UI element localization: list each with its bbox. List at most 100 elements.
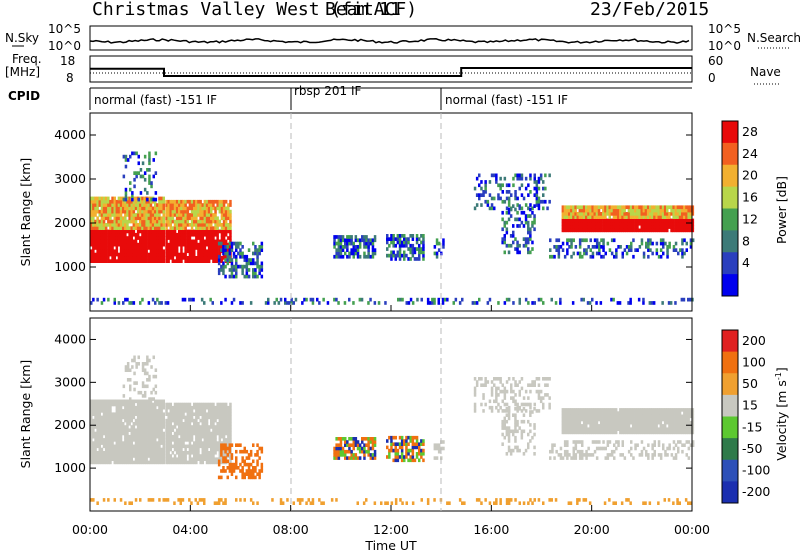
heatmap-cell bbox=[653, 215, 656, 219]
heatmap-cell bbox=[572, 221, 575, 226]
heatmap-cell bbox=[165, 441, 168, 445]
heatmap-cell bbox=[115, 206, 119, 211]
heatmap-cell bbox=[109, 219, 112, 224]
heatmap-cell bbox=[505, 419, 509, 424]
heatmap-cell bbox=[102, 229, 106, 234]
heatmap-cell bbox=[124, 194, 128, 199]
heatmap-cell bbox=[117, 444, 121, 449]
heatmap-cell bbox=[149, 229, 153, 234]
heatmap-cell bbox=[158, 457, 161, 461]
heatmap-cell bbox=[207, 409, 211, 413]
heatmap-cell bbox=[167, 412, 170, 416]
heatmap-cell bbox=[115, 232, 119, 237]
heatmap-cell bbox=[537, 196, 541, 201]
heatmap-cell bbox=[392, 237, 395, 241]
heatmap-cell bbox=[197, 422, 200, 426]
heatmap-cell bbox=[214, 418, 217, 423]
heatmap-cell bbox=[111, 434, 114, 439]
heatmap-cell bbox=[350, 449, 353, 454]
heatmap-cell bbox=[235, 264, 238, 269]
heatmap-cell bbox=[576, 420, 579, 425]
heatmap-cell bbox=[128, 242, 131, 247]
heatmap-cell bbox=[617, 205, 620, 210]
heatmap-cell bbox=[212, 409, 215, 413]
heatmap-cell bbox=[98, 226, 101, 230]
heatmap-cell bbox=[418, 237, 421, 241]
heatmap-cell bbox=[585, 218, 588, 223]
heatmap-cell bbox=[100, 206, 104, 211]
heatmap-cell bbox=[563, 215, 567, 219]
heatmap-cell bbox=[115, 412, 119, 416]
heatmap-cell bbox=[230, 472, 234, 476]
heatmap-cell bbox=[657, 218, 660, 223]
heatmap-cell bbox=[566, 449, 569, 454]
heatmap-cell bbox=[576, 424, 579, 428]
heatmap-cell bbox=[600, 254, 603, 259]
heatmap-cell bbox=[565, 430, 569, 435]
heatmap-cell bbox=[188, 402, 192, 407]
heatmap-cell bbox=[104, 457, 108, 461]
heatmap-cell bbox=[104, 203, 108, 207]
heatmap-cell bbox=[188, 256, 192, 260]
heatmap-cell bbox=[229, 209, 232, 214]
heatmap-cell bbox=[195, 229, 198, 234]
heatmap-cell bbox=[190, 431, 194, 436]
heatmap-cell bbox=[207, 425, 211, 429]
heatmap-cell bbox=[657, 225, 660, 229]
heatmap-cell bbox=[193, 259, 196, 263]
heatmap-cell bbox=[147, 236, 151, 240]
heatmap-cell bbox=[145, 447, 148, 452]
heatmap-cell bbox=[691, 205, 695, 210]
heatmap-cell bbox=[512, 429, 515, 434]
heatmap-cell bbox=[561, 221, 565, 226]
heatmap-cell bbox=[413, 250, 417, 255]
heatmap-cell bbox=[96, 434, 99, 439]
heatmap-cell bbox=[104, 236, 108, 240]
heatmap-cell bbox=[689, 218, 692, 223]
heatmap-cell bbox=[602, 408, 605, 412]
heatmap-cell bbox=[371, 437, 375, 441]
heatmap-cell bbox=[145, 246, 148, 250]
heatmap-cell bbox=[509, 207, 513, 212]
heatmap-cell bbox=[162, 256, 165, 260]
heatmap-cell bbox=[160, 242, 163, 247]
heatmap-cell bbox=[203, 223, 207, 227]
heatmap-cell bbox=[649, 414, 652, 419]
heatmap-cell bbox=[527, 250, 530, 255]
heatmap-cell bbox=[154, 428, 157, 432]
heatmap-cell bbox=[193, 239, 196, 244]
heatmap-cell bbox=[143, 438, 146, 442]
heatmap-cell bbox=[214, 460, 217, 465]
heatmap-cell bbox=[390, 240, 393, 245]
heatmap-cell bbox=[115, 213, 119, 217]
heatmap-cell bbox=[92, 203, 95, 207]
heatmap-cell bbox=[214, 457, 217, 461]
heatmap-cell bbox=[154, 171, 158, 175]
heatmap-cell bbox=[642, 424, 646, 428]
heatmap-cell bbox=[124, 431, 127, 436]
heatmap-cell bbox=[141, 209, 144, 214]
heatmap-cell bbox=[151, 242, 155, 247]
heatmap-cell bbox=[104, 434, 108, 439]
heatmap-cell bbox=[162, 229, 165, 234]
heatmap-cell bbox=[512, 301, 515, 305]
heatmap-cell bbox=[96, 209, 99, 214]
heatmap-cell bbox=[373, 449, 377, 454]
heatmap-cell bbox=[422, 257, 425, 261]
heatmap-cell bbox=[94, 409, 97, 413]
heatmap-cell bbox=[104, 213, 108, 217]
heatmap-cell bbox=[659, 248, 663, 252]
heatmap-cell bbox=[642, 414, 646, 419]
heatmap-cell bbox=[585, 208, 588, 213]
heatmap-cell bbox=[218, 457, 222, 461]
heatmap-cell bbox=[606, 221, 609, 226]
heatmap-cell bbox=[146, 358, 149, 363]
heatmap-cell bbox=[627, 411, 631, 415]
heatmap-cell bbox=[115, 447, 119, 452]
heatmap-cell bbox=[475, 176, 479, 181]
heatmap-cell bbox=[642, 297, 645, 302]
heatmap-cell bbox=[207, 209, 211, 214]
heatmap-cell bbox=[214, 216, 217, 221]
heatmap-cell bbox=[649, 218, 652, 223]
heatmap-cell bbox=[222, 242, 226, 247]
